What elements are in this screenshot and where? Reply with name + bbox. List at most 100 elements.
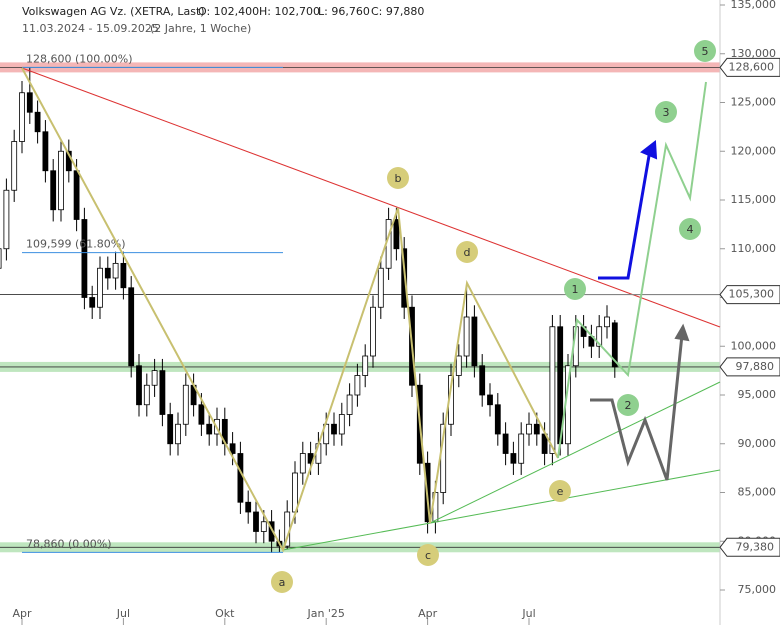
- candle-body: [167, 414, 174, 445]
- candle-body: [526, 423, 532, 435]
- y-tick-label: 135,000: [731, 0, 777, 11]
- arrow-head: [674, 323, 690, 342]
- wave-marker: [655, 101, 677, 123]
- price-tag-label: 105,300: [729, 288, 775, 301]
- candle-body: [229, 443, 236, 454]
- wave-label: d: [464, 246, 471, 259]
- x-tick-label: Jul: [521, 607, 535, 620]
- price-tag: [719, 57, 780, 77]
- candle-body: [81, 219, 88, 298]
- candle-body: [346, 394, 353, 415]
- candle-body: [143, 384, 150, 406]
- candle-body: [175, 423, 181, 445]
- candle-body: [89, 297, 96, 308]
- candle-body: [73, 170, 80, 220]
- candle-body: [151, 370, 158, 386]
- axis: 75,00080,00085,00090,00095,000100,000105…: [12, 0, 780, 625]
- wave-marker: [679, 218, 701, 240]
- candle-body: [338, 414, 345, 435]
- candle-body: [471, 316, 478, 367]
- wave-marker: [564, 278, 586, 300]
- candle-body: [604, 316, 610, 328]
- wave-marker: [549, 480, 571, 502]
- wave-label: c: [425, 549, 431, 562]
- wave-label: e: [557, 485, 564, 498]
- wave-marker: [694, 40, 716, 62]
- candle-body: [253, 511, 259, 532]
- trend-line: [282, 469, 721, 551]
- projection: [590, 334, 684, 481]
- candle-body: [26, 92, 33, 113]
- candle-body: [97, 267, 103, 308]
- candle-body: [611, 322, 618, 368]
- wave-marker: [387, 167, 409, 189]
- y-tick-label: 90,000: [738, 437, 777, 450]
- plot: 128,600 (100.00%) 109,599 (61.80%) 78,860 …: [0, 52, 618, 553]
- title: Volkswagen AG Vz. (XETRA, Last): [22, 5, 205, 18]
- candle-body: [42, 131, 49, 172]
- x-tick-label: Jan '25: [306, 607, 344, 620]
- waves: a b c d e 1 2 3 4 5: [271, 40, 716, 593]
- price-tag-label: 97,880: [736, 360, 775, 373]
- wave-label: 3: [663, 106, 670, 119]
- y-tick-label: 125,000: [731, 96, 777, 109]
- x-tick-label: Jul: [116, 607, 130, 620]
- x-tick-label: Okt: [215, 607, 235, 620]
- candle-body: [354, 375, 361, 396]
- candle-body: [120, 262, 127, 289]
- ohlc: C: 97,880: [371, 5, 424, 18]
- candle-body: [596, 326, 603, 347]
- candle-body: [393, 219, 400, 250]
- candle-body: [19, 92, 25, 142]
- candle-body: [3, 189, 10, 250]
- fib-label: 78,860 (0.00%): [26, 537, 112, 550]
- arrow-head: [640, 140, 658, 160]
- candle-body: [34, 111, 41, 133]
- candle-body: [50, 170, 57, 211]
- candle-body: [182, 384, 189, 425]
- candle-body: [159, 370, 166, 415]
- y-tick-label: 85,000: [738, 486, 777, 499]
- fib-label: 128,600 (100.00%): [26, 52, 133, 65]
- wave-marker: [271, 571, 293, 593]
- y-tick-label: 75,000: [738, 583, 777, 596]
- y-tick-label: 95,000: [738, 388, 777, 401]
- candle-body: [198, 404, 205, 425]
- wave-label: 5: [702, 45, 709, 58]
- wave-line: [21, 67, 559, 553]
- candle-body: [463, 316, 470, 357]
- price-tag-label: 79,380: [736, 540, 775, 553]
- candle-body: [487, 394, 493, 406]
- wave-label: 4: [687, 223, 694, 236]
- projection: [557, 81, 707, 459]
- wave-label: b: [395, 172, 402, 185]
- x-tick-label: Apr: [12, 607, 32, 620]
- y-tick-label: 130,000: [731, 47, 777, 60]
- ohlc: L: 96,760: [318, 5, 370, 18]
- candle-body: [510, 453, 517, 464]
- candle-body: [245, 501, 252, 513]
- candle-body: [370, 306, 376, 357]
- candle-body: [11, 141, 18, 191]
- subtitle: 11.03.2024 - 15.09.2025: [22, 22, 159, 35]
- projection: [598, 149, 652, 280]
- candle-body: [112, 262, 119, 279]
- candle-body: [479, 365, 486, 396]
- wave-marker: [417, 544, 439, 566]
- candle-body: [104, 267, 111, 279]
- bands: [0, 62, 720, 553]
- candle-body: [206, 423, 213, 435]
- period: (2 Jahre, 1 Woche): [150, 22, 251, 35]
- x-tick-label: Apr: [418, 607, 438, 620]
- ohlc: H: 102,700: [259, 5, 320, 18]
- candle-body: [331, 423, 337, 435]
- candle-body: [377, 267, 384, 308]
- price-tag: [719, 537, 780, 557]
- trend-line: [429, 381, 721, 524]
- ohlc: O: 102,400: [198, 5, 259, 18]
- fib-label: 109,599 (61.80%): [26, 238, 126, 251]
- drawings: [21, 67, 721, 553]
- candle-body: [494, 404, 501, 435]
- candle-body: [549, 326, 556, 454]
